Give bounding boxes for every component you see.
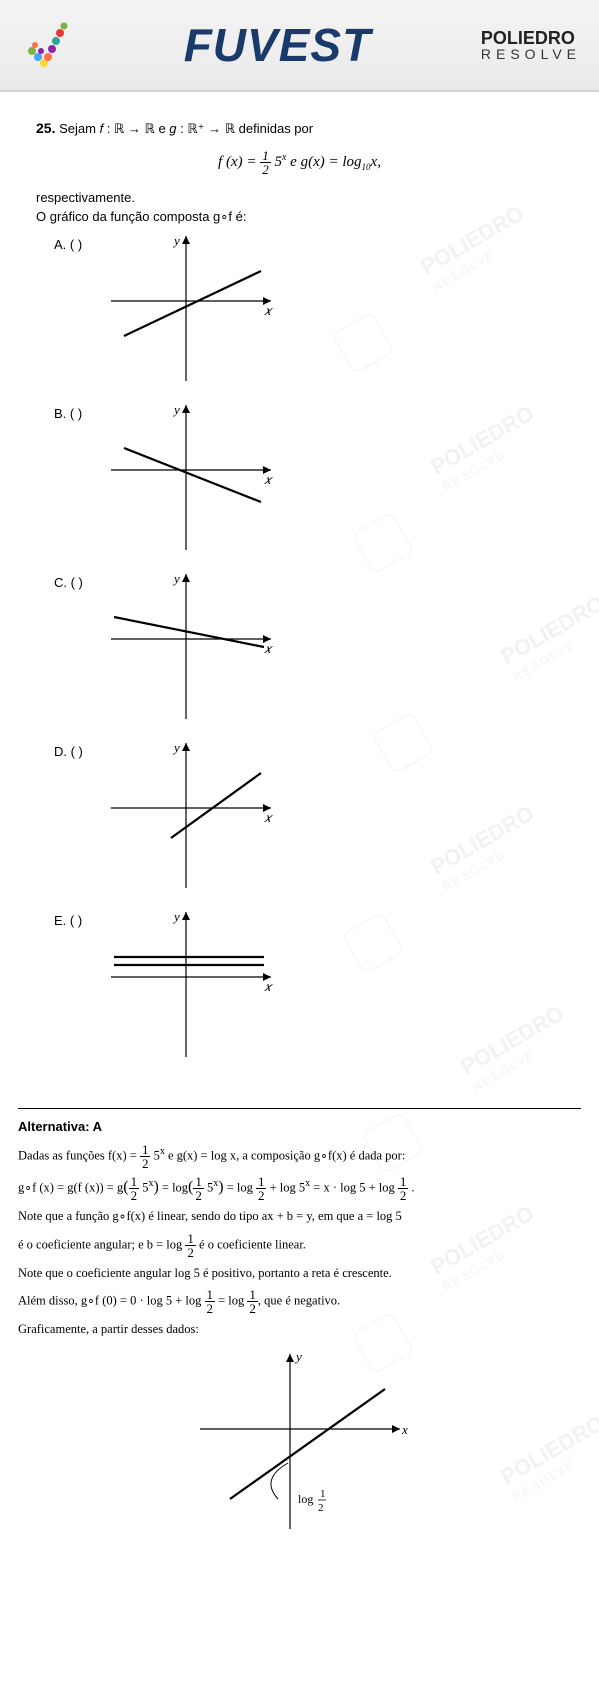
svg-text:y: y [172,740,180,755]
answer-line7: Graficamente, a partir desses dados: [18,1320,581,1339]
question-ask: O gráfico da função composta g∘f é: [36,209,563,225]
answer-line1: Dadas as funções f(x) = 12 5x e g(x) = l… [18,1143,581,1170]
svg-text:y: y [294,1349,302,1364]
answer-alternative: Alternativa: A [18,1117,581,1137]
question-statement: 25. Sejam f : ℝ → ℝ e g : ℝ⁺ → ℝ definid… [36,120,563,137]
question-block: 25. Sejam f : ℝ → ℝ e g : ℝ⁺ → ℝ definid… [0,92,599,1086]
answer-block: Alternativa: A Dadas as funções f(x) = 1… [0,1117,599,1556]
answer-line5: Note que o coeficiente angular log 5 é p… [18,1264,581,1283]
question-intro: Sejam f : ℝ → ℝ e g : ℝ⁺ → ℝ definidas p… [59,121,313,136]
option-C: C. ( ) 𝑥 y [36,569,563,732]
exam-title: FUVEST [92,18,463,72]
svg-text:log: log [298,1492,313,1506]
option-graph: 𝑥 y [106,569,276,732]
question-formula: f (x) = 12 5x e g(x) = log10x, [36,149,563,176]
svg-text:𝑥: 𝑥 [264,979,274,994]
option-label: E. ( ) [36,907,106,928]
option-graph: 𝑥 y [106,231,276,394]
brand-name: POLIEDRO [481,29,581,47]
brand-block: POLIEDRO RESOLVE [481,29,581,61]
svg-text:y: y [172,571,180,586]
answer-line4: é o coeficiente angular; e b = log 12 é … [18,1232,581,1259]
option-label: A. ( ) [36,231,106,252]
svg-text:y: y [172,909,180,924]
option-label: B. ( ) [36,400,106,421]
option-graph: 𝑥 y [106,738,276,901]
logo-check-icon [18,17,74,73]
options-list: A. ( ) 𝑥 y B. ( ) 𝑥 y C. ( ) 𝑥 y [36,231,563,1070]
option-A: A. ( ) 𝑥 y [36,231,563,394]
page-header: FUVEST POLIEDRO RESOLVE [0,0,599,92]
brand-sub: RESOLVE [481,47,581,61]
svg-text:𝑥: 𝑥 [264,472,274,487]
option-E: E. ( ) 𝑥 y [36,907,563,1070]
option-graph: 𝑥 y [106,907,276,1070]
option-D: D. ( ) 𝑥 y [36,738,563,901]
svg-text:y: y [172,233,180,248]
svg-text:x: x [401,1422,408,1437]
answer-line-derivation: g∘f (x) = g(f (x)) = g(12 5x) = log(12 5… [18,1175,581,1202]
option-label: C. ( ) [36,569,106,590]
answer-line3: Note que a função g∘f(x) é linear, sendo… [18,1207,581,1226]
answer-final-graph: x y log 1 2 [18,1349,581,1545]
svg-text:1: 1 [320,1488,326,1500]
svg-text:2: 2 [318,1502,324,1514]
answer-separator [18,1108,581,1109]
svg-text:𝑥: 𝑥 [264,641,274,656]
svg-text:𝑥: 𝑥 [264,303,274,318]
option-B: B. ( ) 𝑥 y [36,400,563,563]
option-graph: 𝑥 y [106,400,276,563]
answer-line6: Além disso, g∘f (0) = 0 · log 5 + log 12… [18,1288,581,1315]
question-number: 25. [36,120,55,136]
svg-text:𝑥: 𝑥 [264,810,274,825]
option-label: D. ( ) [36,738,106,759]
question-resp: respectivamente. [36,190,563,205]
svg-text:y: y [172,402,180,417]
